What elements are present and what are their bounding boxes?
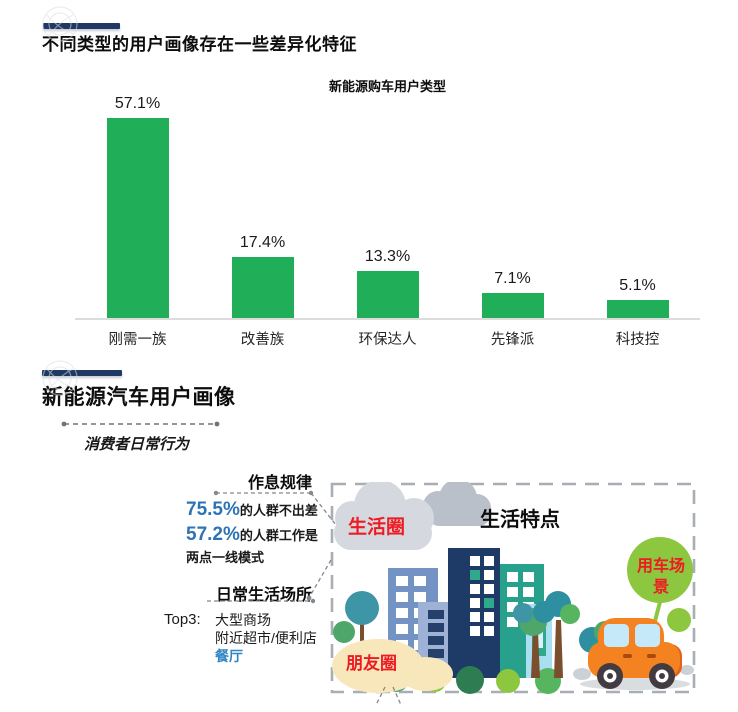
place-item: 附近超市/便利店 xyxy=(215,630,317,646)
place-item-restaurant: 餐厅 xyxy=(215,648,243,664)
section1-accent-bar xyxy=(43,23,120,29)
category-label: 刚需一族 xyxy=(108,332,167,348)
stat-no-travel: 75.5%的人群不出差 xyxy=(186,499,318,521)
bar-column: 7.1% xyxy=(450,270,575,318)
category-label: 环保达人 xyxy=(358,332,417,348)
routine-title: 作息规律 xyxy=(247,475,312,492)
places-list: 大型商场 附近超市/便利店 餐厅 xyxy=(215,611,317,665)
section2-title: 新能源汽车用户画像 xyxy=(42,386,236,409)
bar-column: 13.3% xyxy=(325,248,450,318)
car-icon xyxy=(573,618,694,690)
category-label: 改善族 xyxy=(240,332,285,348)
places-title: 日常生活场所 xyxy=(215,587,312,604)
bar-column: 17.4% xyxy=(200,234,325,318)
section2-subtitle: 消费者日常行为 xyxy=(84,436,190,453)
chart-title: 新能源购车用户类型 xyxy=(328,79,446,94)
bar-columns: 57.1% 17.4% 13.3% 7.1% 5.1% xyxy=(75,95,700,318)
bar-value-label: 57.1% xyxy=(114,95,161,112)
dashed-separator xyxy=(61,421,220,427)
bar-value-label: 17.4% xyxy=(239,234,286,251)
bar xyxy=(106,118,169,318)
car-scene-label: 用车场景 xyxy=(636,558,685,596)
place-item: 大型商场 xyxy=(215,612,271,628)
category-label: 先锋派 xyxy=(490,332,535,348)
stat-commute-text: 的人群工作是 xyxy=(239,528,318,543)
bar-value-label: 5.1% xyxy=(619,277,656,294)
stat-commute: 57.2%的人群工作是 xyxy=(186,524,318,546)
bar-chart: 57.1% 17.4% 13.3% 7.1% 5.1% xyxy=(75,95,700,320)
section1-title: 不同类型的用户画像存在一些差异化特征 xyxy=(42,35,357,54)
bar-column: 5.1% xyxy=(575,277,700,318)
category-labels: 刚需一族 改善族 环保达人 先锋派 科技控 xyxy=(75,328,700,349)
friends-circle-label: 朋友圈 xyxy=(346,654,397,673)
friends-blob-icon xyxy=(332,639,453,693)
bar-value-label: 13.3% xyxy=(364,248,411,265)
logo-watermark-icon xyxy=(42,6,78,396)
bush-icon xyxy=(333,621,355,643)
stat-commute-value: 57.2% xyxy=(186,524,240,545)
life-scene-illustration xyxy=(330,482,696,694)
cloud-front-icon xyxy=(334,482,434,550)
bar xyxy=(356,271,419,318)
tree-canopy-icon xyxy=(345,591,379,625)
section2-accent-bar xyxy=(42,370,122,376)
stat-commute-text2: 两点一线模式 xyxy=(186,550,265,565)
bar-value-label: 7.1% xyxy=(494,270,531,287)
stat-no-travel-value: 75.5% xyxy=(186,499,240,520)
scene-dashed-border xyxy=(330,482,696,694)
category-label: 科技控 xyxy=(615,332,660,348)
cloud-back-icon xyxy=(423,482,491,526)
bar-column: 57.1% xyxy=(75,95,200,318)
bar xyxy=(606,300,669,318)
life-circle-label: 生活圈 xyxy=(348,517,406,538)
stat-no-travel-text: 的人群不出差 xyxy=(239,503,318,518)
bar xyxy=(231,257,294,318)
top3-label: Top3: xyxy=(164,611,201,628)
scene-headline: 生活特点 xyxy=(480,509,560,531)
bar xyxy=(481,293,544,318)
